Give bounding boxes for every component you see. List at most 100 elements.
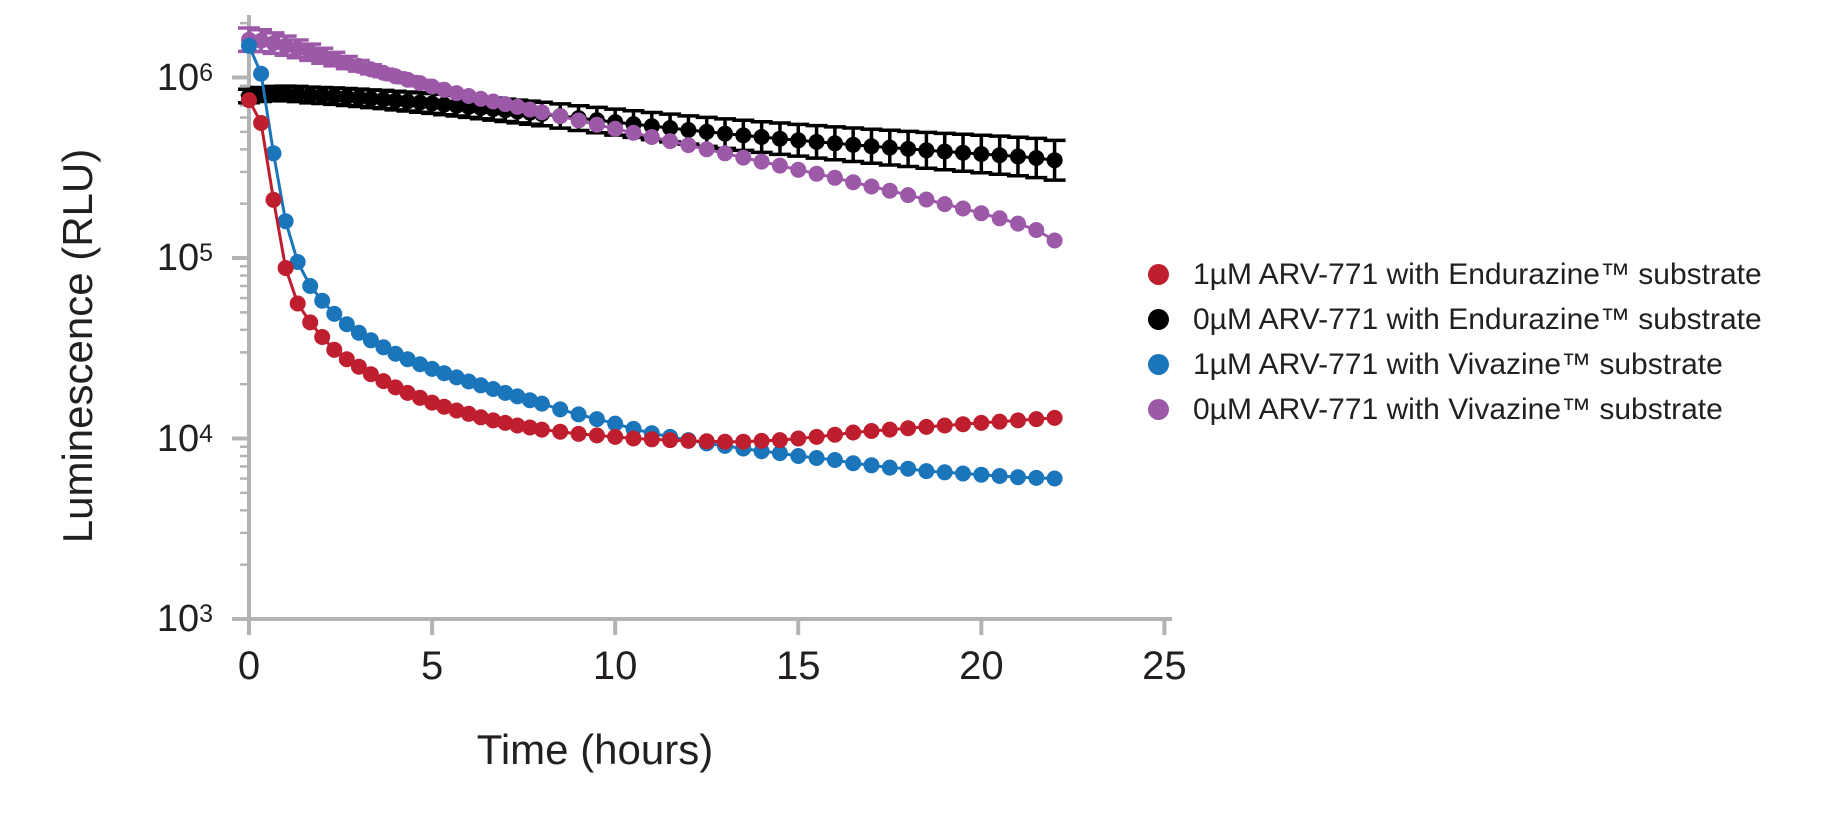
data-point-marker xyxy=(302,87,319,103)
data-point-marker xyxy=(497,384,514,401)
data-point-marker xyxy=(436,81,453,98)
data-point-marker xyxy=(509,388,526,405)
data-point-marker xyxy=(936,417,953,434)
data-point-marker xyxy=(826,426,843,443)
legend-item-2: 1µM ARV-771 with Vivazine™ substrate xyxy=(1148,342,1762,387)
data-point-marker xyxy=(399,93,416,110)
data-point-marker xyxy=(845,455,862,472)
data-point-marker xyxy=(863,178,880,195)
legend-bullet-icon xyxy=(1148,264,1169,285)
data-point-marker xyxy=(485,93,502,110)
data-point-marker xyxy=(387,345,404,362)
data-point-marker xyxy=(918,463,935,480)
data-point-marker xyxy=(845,136,862,153)
data-point-marker xyxy=(448,369,465,386)
data-point-marker xyxy=(533,395,550,412)
data-point-marker xyxy=(900,187,917,204)
data-point-marker xyxy=(808,450,825,466)
data-point-marker xyxy=(509,98,526,115)
data-point-marker xyxy=(936,143,953,160)
data-point-marker xyxy=(362,90,379,107)
data-point-marker xyxy=(289,295,306,312)
data-point-marker xyxy=(625,124,642,141)
data-point-marker xyxy=(973,205,990,222)
data-point-marker xyxy=(552,108,569,125)
data-point-marker xyxy=(991,210,1008,227)
data-point-marker xyxy=(436,365,453,382)
data-point-marker xyxy=(881,459,898,476)
data-point-marker xyxy=(485,412,502,429)
data-point-marker xyxy=(399,384,416,401)
data-point-marker xyxy=(625,430,642,447)
y-tick-label-1e4: 104 xyxy=(156,417,213,460)
data-point-marker xyxy=(338,54,355,71)
data-point-marker xyxy=(570,406,587,423)
data-point-marker xyxy=(552,401,569,418)
data-point-marker xyxy=(253,115,270,131)
data-point-marker xyxy=(338,316,355,333)
data-point-marker xyxy=(808,428,825,445)
x-tick-label-5: 5 xyxy=(420,644,444,688)
data-point-marker xyxy=(863,423,880,439)
data-point-marker xyxy=(662,432,679,449)
data-point-marker xyxy=(350,324,367,341)
data-point-marker xyxy=(412,356,428,373)
data-point-marker xyxy=(314,329,331,345)
data-point-marker xyxy=(973,146,990,162)
data-point-marker xyxy=(399,71,416,88)
data-point-marker xyxy=(387,379,404,396)
data-point-marker xyxy=(460,373,477,390)
data-point-marker xyxy=(918,418,935,435)
x-tick-label-0: 0 xyxy=(237,644,261,688)
data-point-marker xyxy=(753,129,770,145)
data-point-marker xyxy=(973,466,990,483)
data-point-marker xyxy=(399,351,416,368)
legend-bullet-icon xyxy=(1148,399,1169,420)
series-1 xyxy=(238,84,1066,182)
data-point-marker xyxy=(881,421,898,438)
data-point-marker xyxy=(302,278,319,294)
data-point-marker xyxy=(460,88,477,104)
data-point-marker xyxy=(387,68,404,85)
data-point-marker xyxy=(790,161,807,178)
data-point-marker xyxy=(588,411,605,428)
series-line xyxy=(247,45,1055,480)
legend-bullet-icon xyxy=(1148,354,1169,375)
data-point-marker xyxy=(277,260,294,276)
data-point-marker xyxy=(643,431,660,448)
data-point-marker xyxy=(509,417,526,434)
data-point-marker xyxy=(735,127,752,144)
axes xyxy=(232,15,1172,635)
data-point-marker xyxy=(533,104,550,121)
data-point-marker xyxy=(412,94,428,111)
data-point-marker xyxy=(448,85,465,102)
data-point-marker xyxy=(991,147,1008,164)
data-point-marker xyxy=(350,358,367,375)
data-point-marker xyxy=(881,139,898,156)
series-3 xyxy=(238,26,1063,249)
data-point-marker xyxy=(1046,152,1063,169)
data-point-marker xyxy=(1010,215,1026,232)
chart-legend: 1µM ARV-771 with Endurazine™ substrate 0µ… xyxy=(1148,252,1762,432)
data-point-marker xyxy=(900,460,917,477)
data-point-marker xyxy=(570,112,587,129)
data-point-marker xyxy=(497,96,514,113)
data-point-marker xyxy=(918,191,935,208)
data-point-marker xyxy=(362,61,379,78)
data-point-marker xyxy=(1010,148,1026,165)
data-point-marker xyxy=(277,213,294,230)
data-point-marker xyxy=(771,157,788,174)
data-point-marker xyxy=(753,432,770,449)
legend-label: 1µM ARV-771 with Endurazine™ substrate xyxy=(1193,257,1762,291)
data-point-marker xyxy=(289,254,306,270)
data-point-marker xyxy=(588,116,605,133)
data-point-marker xyxy=(808,165,825,182)
data-point-marker xyxy=(436,96,453,113)
data-point-marker xyxy=(1046,470,1063,487)
data-point-marker xyxy=(698,433,715,450)
data-point-marker xyxy=(302,314,319,331)
data-point-marker xyxy=(973,414,990,431)
y-tick-label-1e5: 105 xyxy=(156,237,213,279)
y-tick-label-1e3: 103 xyxy=(156,598,213,640)
